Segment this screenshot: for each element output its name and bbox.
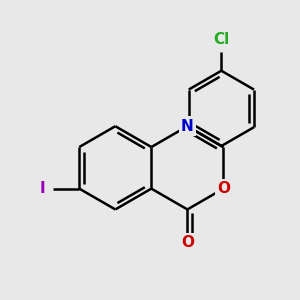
Text: O: O xyxy=(181,235,194,250)
Text: I: I xyxy=(40,181,46,196)
Text: Cl: Cl xyxy=(213,32,230,47)
Text: O: O xyxy=(217,181,230,196)
Text: N: N xyxy=(181,119,194,134)
